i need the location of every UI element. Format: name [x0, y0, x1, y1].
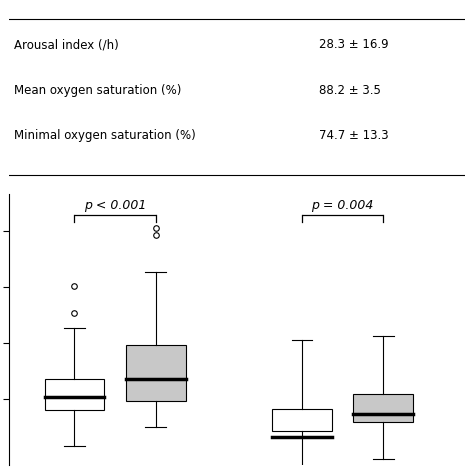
Bar	[45, 379, 104, 410]
Bar	[126, 345, 185, 401]
Text: p < 0.001: p < 0.001	[84, 199, 146, 212]
Text: 28.3 ± 16.9: 28.3 ± 16.9	[319, 38, 389, 51]
Text: 74.7 ± 13.3: 74.7 ± 13.3	[319, 129, 389, 142]
Text: p = 0.004: p = 0.004	[311, 199, 374, 212]
Text: Minimal oxygen saturation (%): Minimal oxygen saturation (%)	[14, 129, 196, 142]
Text: Arousal index (/h): Arousal index (/h)	[14, 38, 119, 51]
Bar	[354, 394, 413, 422]
Text: 88.2 ± 3.5: 88.2 ± 3.5	[319, 84, 381, 97]
Text: Mean oxygen saturation (%): Mean oxygen saturation (%)	[14, 84, 182, 97]
Text: Data represent means ± standard deviation.: Data represent means ± standard deviatio…	[14, 203, 264, 213]
Bar	[272, 409, 332, 431]
